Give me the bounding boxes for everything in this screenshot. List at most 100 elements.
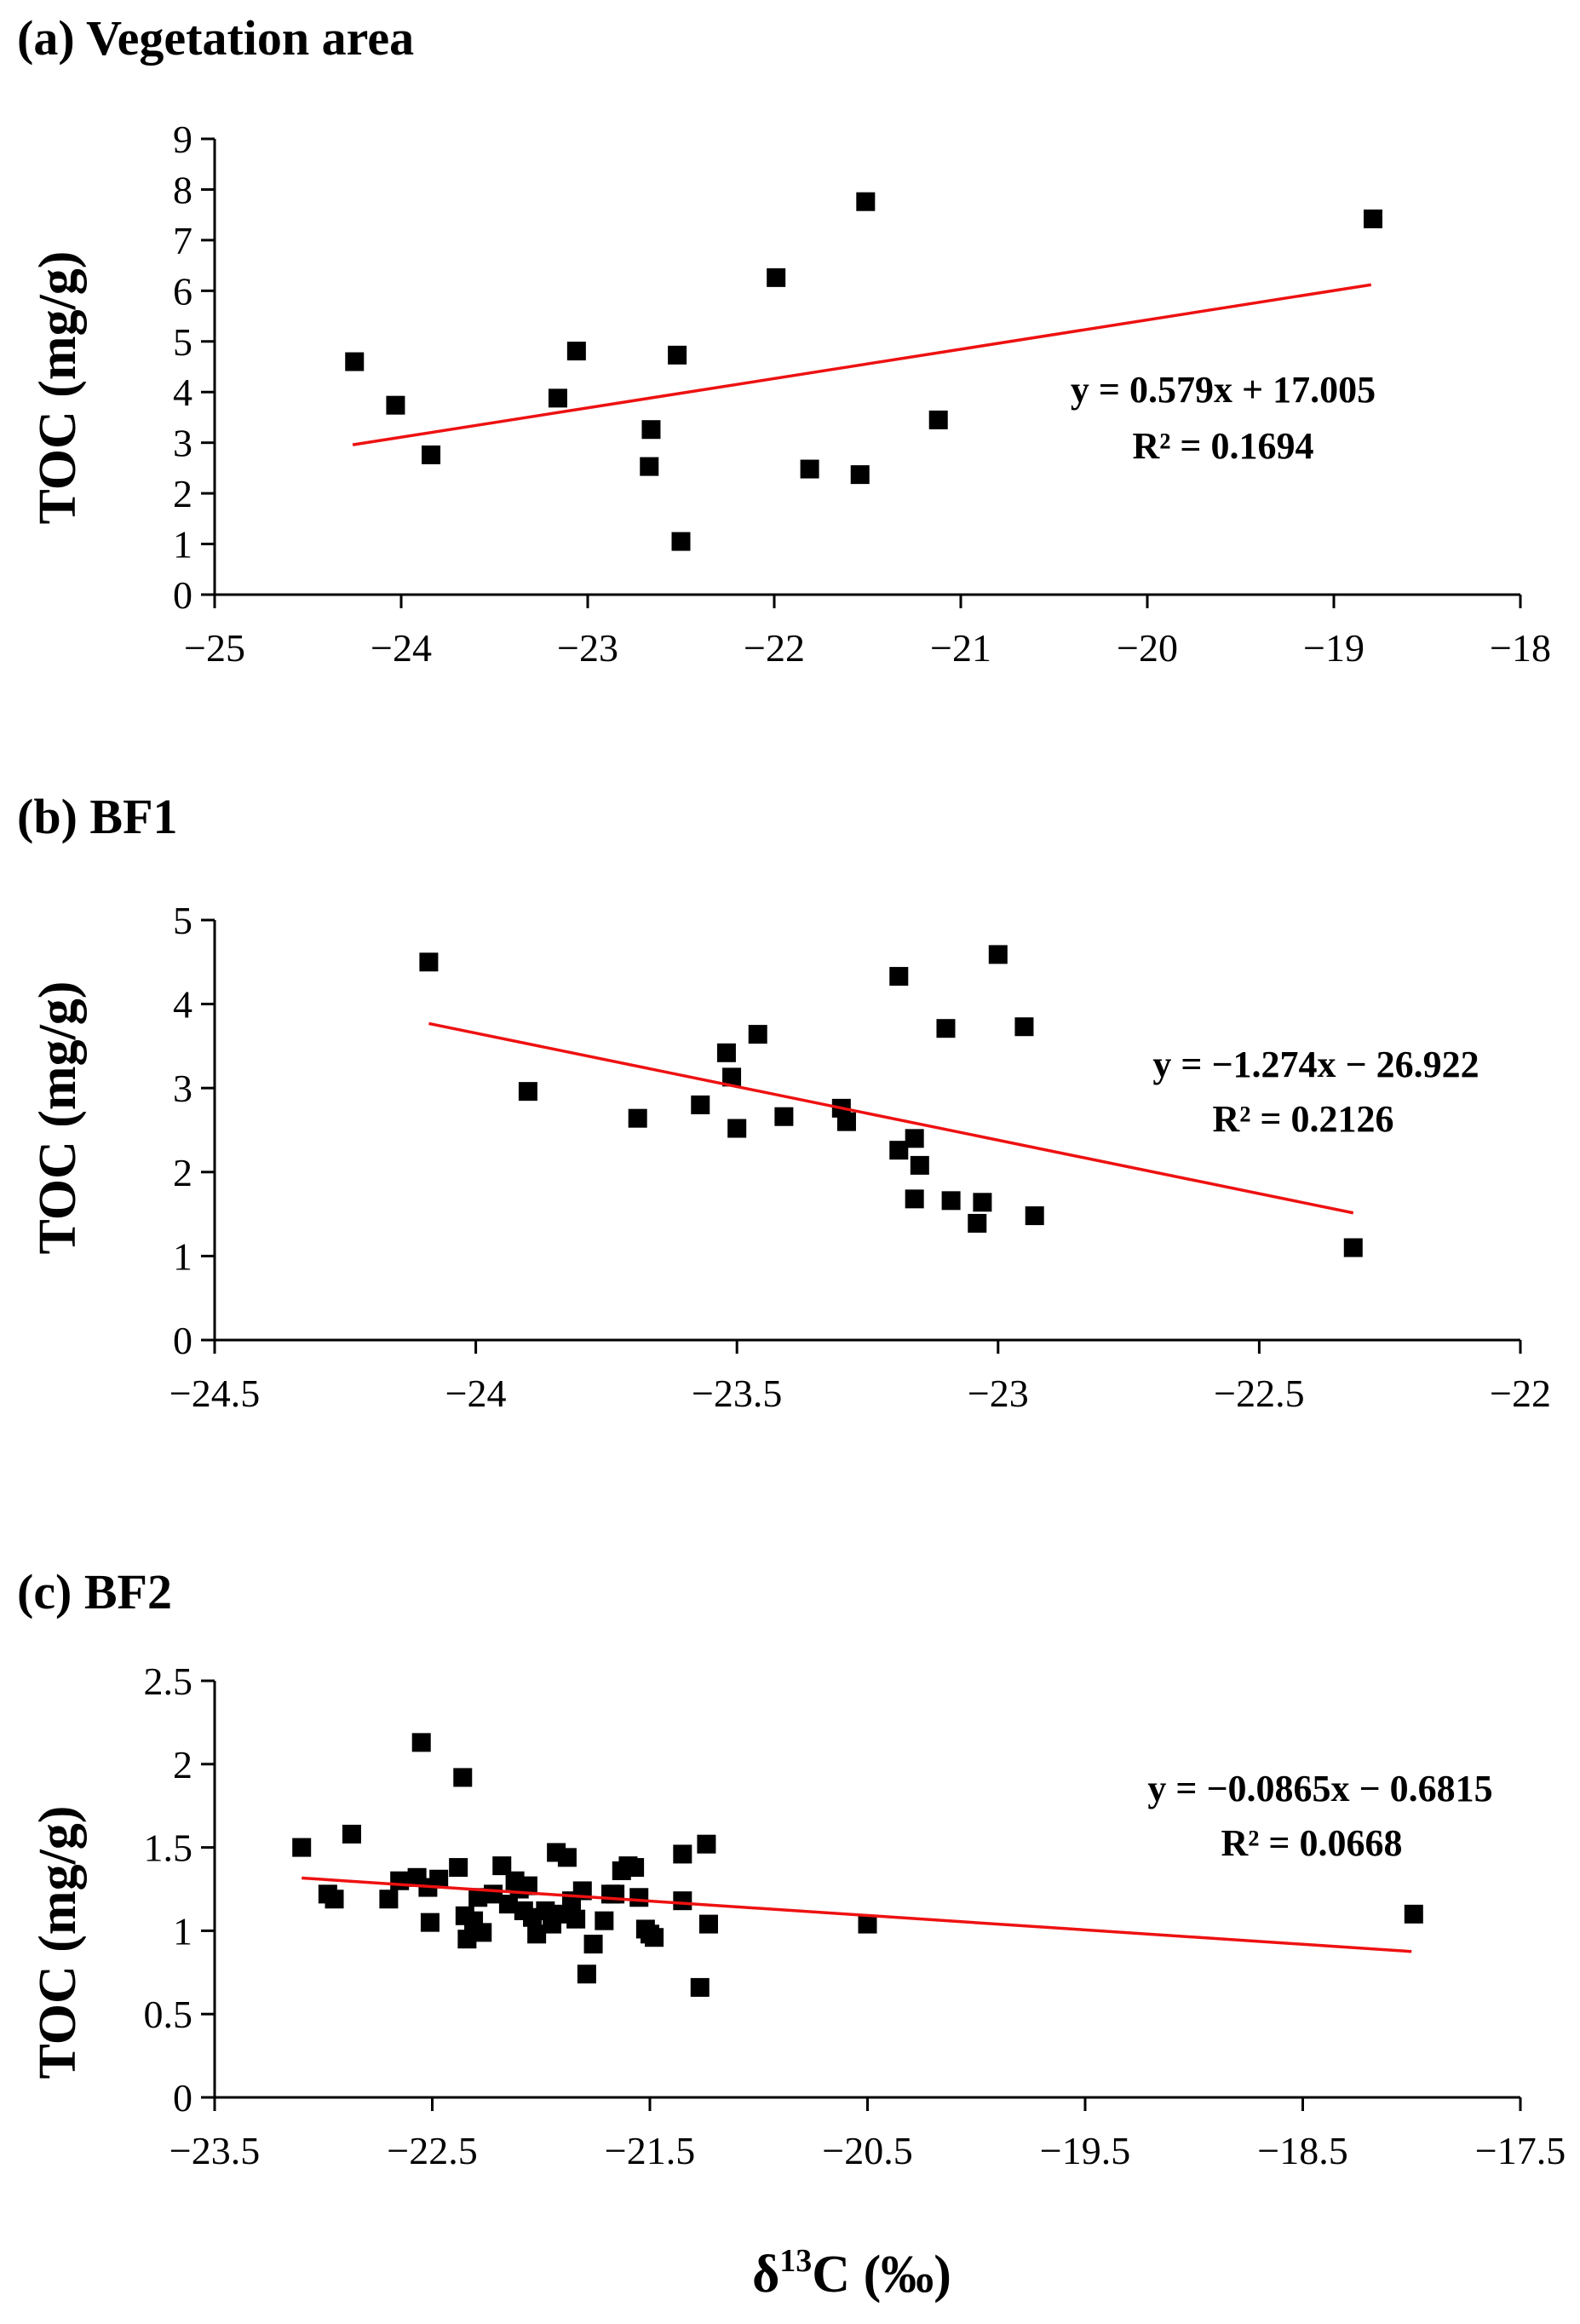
panel-c-data-point xyxy=(697,1834,716,1854)
panel-c: (c) BF2 TOC (mg/g) 0 0.5 1 1.5 2 2.5 −23.5 −22.… xyxy=(17,1564,1566,2172)
panel-a-data-point xyxy=(928,410,948,429)
panel-a-y-tick-label: 1 xyxy=(173,523,192,567)
panel-c-data-point xyxy=(698,1914,718,1934)
panel-b-data-point xyxy=(716,1043,736,1062)
panel-c-x-tick-label: −22.5 xyxy=(387,2129,477,2172)
panel-c-r-squared: R² = 0.0668 xyxy=(1221,1822,1402,1864)
x-axis-label-delta: δ xyxy=(752,2246,779,2304)
panel-c-y-axis-label: TOC (mg/g) xyxy=(29,1806,87,2080)
panel-b-data-point xyxy=(727,1119,747,1138)
panel-c-data-point xyxy=(468,1888,488,1907)
panel-a-data-point xyxy=(641,420,661,440)
panel-c-data-point xyxy=(566,1909,586,1929)
panel-a-y-tick-label: 8 xyxy=(173,168,192,211)
panel-a-plot-area: 0 1 2 3 4 5 6 7 8 9 −25 −24 −23 −22 −21 −20 −19 −18 xyxy=(173,118,1551,670)
panel-a-trendline xyxy=(352,283,1372,446)
panel-b-data-point xyxy=(889,1141,909,1160)
panel-c-data-point xyxy=(325,1890,344,1909)
panel-b-trend-equation: y = −1.274x − 26.922 xyxy=(1152,1044,1479,1085)
panel-c-data-point xyxy=(557,1848,577,1867)
panel-a-y-tick-label: 5 xyxy=(173,320,192,364)
panel-a-x-tick-label: −19 xyxy=(1303,626,1365,670)
panel-a-data-point xyxy=(850,465,870,485)
panel-c-data-point xyxy=(473,1923,492,1942)
panel-c-data-point xyxy=(583,1935,603,1954)
panel-c-data-point xyxy=(577,1964,596,1984)
panel-a-x-tick-label: −18 xyxy=(1490,626,1551,670)
panel-b-data-point xyxy=(889,967,909,987)
panel-a-x-tick-label: −23 xyxy=(557,626,618,670)
panel-c-data-point xyxy=(673,1891,692,1911)
panel-c-data-point xyxy=(390,1871,410,1890)
panel-c-data-point xyxy=(625,1858,645,1878)
panel-b-data-point xyxy=(1343,1238,1363,1257)
panel-c-data-point xyxy=(429,1869,449,1889)
panel-a-x-tick-label: −21 xyxy=(930,626,991,670)
panel-b-y-tick-label: 4 xyxy=(173,983,192,1027)
panel-a-data-point xyxy=(386,395,405,415)
panel-c-data-point xyxy=(292,1838,312,1857)
panel-a-y-tick-label: 4 xyxy=(173,371,192,414)
panel-b-data-point xyxy=(628,1108,647,1128)
panel-a-y-tick-label: 6 xyxy=(173,269,192,313)
panel-b-x-tick-label: −23 xyxy=(968,1372,1029,1415)
panel-b-data-point xyxy=(941,1191,961,1211)
panel-a-y-tick-label: 9 xyxy=(173,118,192,161)
panel-c-x-tick-label: −17.5 xyxy=(1475,2129,1566,2172)
panel-b-y-tick-label: 2 xyxy=(173,1151,192,1194)
panel-a-data-point xyxy=(671,532,691,551)
panel-b-y-tick-label: 1 xyxy=(173,1234,192,1278)
panel-b-x-tick-label: −24.5 xyxy=(169,1372,260,1415)
panel-c-data-point xyxy=(449,1858,468,1878)
x-axis-label-superscript: 13 xyxy=(779,2243,812,2279)
panel-b: (b) BF1 TOC (mg/g) 0 1 2 3 4 5 −24.5 −24 −23.5 −2… xyxy=(17,789,1551,1415)
panel-b-data-point xyxy=(1014,1017,1034,1037)
panel-c-x-tick-label: −18.5 xyxy=(1257,2129,1347,2172)
panel-c-data-point xyxy=(453,1768,473,1787)
panel-b-data-point xyxy=(910,1155,929,1175)
panel-a-data-point xyxy=(566,342,586,361)
panel-c-data-point xyxy=(518,1876,537,1895)
panel-c-y-tick-label: 0 xyxy=(173,2076,192,2120)
panel-a-x-tick-label: −24 xyxy=(371,626,432,670)
panel-c-data-point xyxy=(690,1977,710,1997)
panel-b-data-point xyxy=(905,1129,924,1148)
panel-c-data-point xyxy=(342,1824,361,1844)
panel-c-y-tick-label: 1.5 xyxy=(144,1826,193,1870)
panel-a-r-squared: R² = 0.1694 xyxy=(1132,425,1313,467)
panel-a-data-point xyxy=(1363,209,1382,228)
panel-a-title: (a) Vegetation area xyxy=(17,10,414,66)
panel-c-data-point xyxy=(595,1911,614,1930)
panel-c-data-point xyxy=(858,1914,877,1934)
panel-b-data-point xyxy=(973,1193,992,1212)
panel-c-data-point xyxy=(379,1890,399,1909)
panel-a-data-point xyxy=(767,267,786,287)
panel-c-x-tick-label: −21.5 xyxy=(605,2129,695,2172)
panel-b-data-point xyxy=(774,1107,794,1126)
panel-a-y-axis-label: TOC (mg/g) xyxy=(29,251,87,525)
panel-b-y-tick-label: 5 xyxy=(173,899,192,942)
panel-c-data-point xyxy=(498,1895,518,1914)
panel-a-data-point xyxy=(800,459,819,479)
panel-c-data-point xyxy=(492,1856,512,1876)
panel-b-title: (b) BF1 xyxy=(17,789,178,844)
panel-c-title: (c) BF2 xyxy=(17,1564,172,1619)
panel-c-x-tick-label: −23.5 xyxy=(169,2129,260,2172)
panel-a-y-tick-label: 7 xyxy=(173,219,192,262)
panel-c-y-tick-label: 1 xyxy=(173,1909,192,1953)
panel-b-data-point xyxy=(836,1112,856,1131)
panel-b-r-squared: R² = 0.2126 xyxy=(1212,1098,1393,1140)
panel-a-y-tick-label: 2 xyxy=(173,472,192,515)
panel-c-data-point xyxy=(1404,1904,1423,1924)
panel-c-data-point xyxy=(420,1913,440,1932)
panel-c-x-tick-label: −19.5 xyxy=(1040,2129,1130,2172)
panel-b-data-point xyxy=(722,1067,742,1087)
panel-a-y-tick-label: 0 xyxy=(173,573,192,617)
panel-a-data-point xyxy=(548,388,567,408)
panel-a-data-point xyxy=(640,457,659,476)
panel-b-data-point xyxy=(748,1025,767,1044)
panel-a-x-tick-label: −22 xyxy=(744,626,805,670)
panel-b-x-tick-label: −24 xyxy=(445,1372,507,1415)
panel-b-y-tick-label: 3 xyxy=(173,1067,192,1110)
